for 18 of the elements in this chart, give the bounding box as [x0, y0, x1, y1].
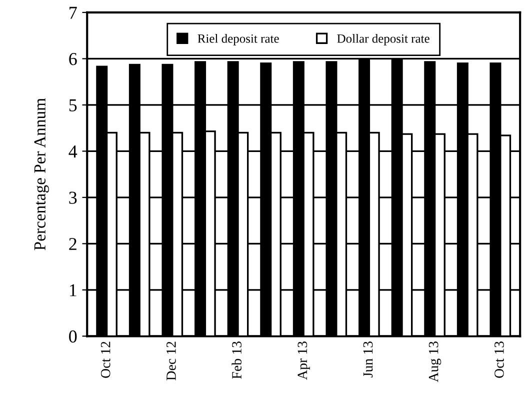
legend-label: Dollar deposit rate: [337, 34, 430, 46]
legend-label: Riel deposit rate: [198, 34, 279, 46]
y-axis-title: Percentage Per Annum: [34, 98, 49, 250]
x-tick-label: Jun 13: [363, 342, 373, 378]
x-tick-label: Aug 13: [428, 342, 442, 382]
y-tick-label: 3: [69, 192, 77, 204]
y-tick-label: 5: [69, 99, 77, 112]
y-tick-label: 6: [69, 53, 77, 66]
x-tick-label: Apr 13: [298, 342, 310, 380]
y-tick-label: 2: [69, 238, 76, 250]
x-tick-label: Dec 12: [166, 342, 176, 380]
y-tick-label: 1: [70, 284, 76, 296]
y-tick-label: 4: [68, 146, 78, 158]
y-tick-label: 0: [69, 330, 77, 343]
y-tick-label: 7: [70, 6, 77, 19]
x-tick-label: Oct 12: [100, 342, 110, 378]
x-tick-label: Feb 13: [232, 342, 242, 379]
x-tick-label: Oct 13: [494, 342, 504, 378]
